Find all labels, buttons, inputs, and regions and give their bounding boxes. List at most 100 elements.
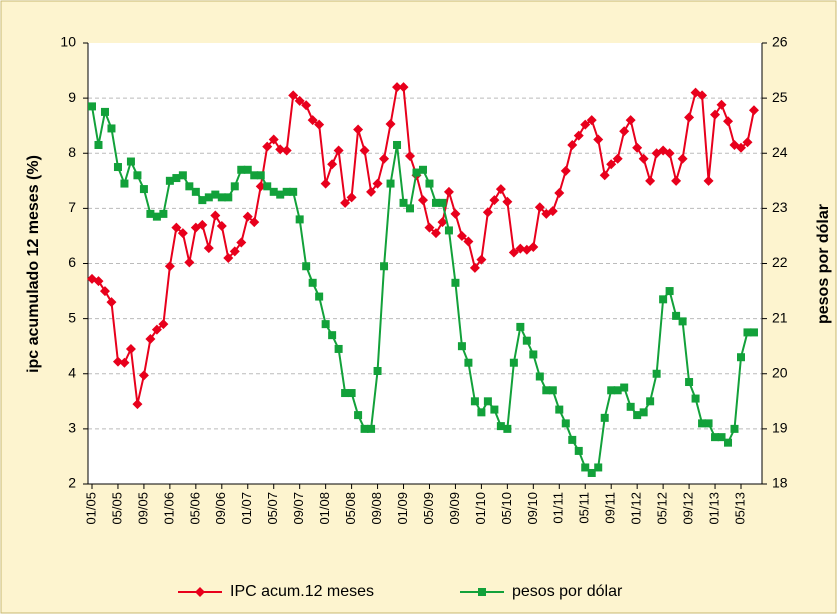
x-tick-label: 01/12 <box>629 492 644 525</box>
data-point <box>678 317 687 326</box>
data-point <box>710 109 721 120</box>
data-point <box>554 187 565 198</box>
data-point <box>736 142 746 153</box>
data-point <box>638 153 649 164</box>
data-point <box>93 276 104 287</box>
data-point <box>320 178 331 189</box>
data-point <box>646 397 655 406</box>
data-point <box>184 257 195 268</box>
data-point <box>126 157 135 166</box>
x-tick-label: 01/10 <box>473 492 488 525</box>
data-point <box>159 209 168 218</box>
x-tick-label: 09/08 <box>369 492 384 525</box>
data-point <box>379 153 390 164</box>
data-point <box>431 198 440 207</box>
y2-tick-label: 25 <box>772 89 788 105</box>
data-point <box>275 144 286 155</box>
x-tick-label: 05/10 <box>499 492 514 525</box>
data-point <box>613 386 622 395</box>
data-point <box>172 174 181 183</box>
x-tick-label: 09/05 <box>135 492 150 525</box>
data-point <box>359 145 370 156</box>
data-point <box>340 197 351 208</box>
data-point <box>276 190 285 199</box>
data-point <box>347 389 356 398</box>
data-point <box>327 159 338 170</box>
data-point <box>107 124 116 133</box>
data-point <box>119 357 130 368</box>
data-point <box>282 187 291 196</box>
data-point <box>185 182 194 191</box>
data-point <box>450 208 461 219</box>
data-point <box>716 99 727 110</box>
data-point <box>288 90 299 101</box>
data-point <box>659 295 668 304</box>
data-point <box>451 278 460 287</box>
x-tick-label: 09/12 <box>681 492 696 525</box>
data-point <box>224 193 233 202</box>
data-point <box>307 115 318 126</box>
data-point <box>503 424 512 433</box>
data-point <box>164 261 175 272</box>
x-tick-label: 01/08 <box>317 492 332 525</box>
y2-tick-label: 21 <box>772 309 788 325</box>
data-point <box>177 228 188 239</box>
data-point <box>152 212 161 221</box>
data-point <box>99 286 110 297</box>
data-point <box>561 419 570 428</box>
data-point <box>697 90 708 101</box>
data-point <box>178 171 187 180</box>
y-tick-label: 7 <box>68 199 76 215</box>
data-point <box>620 383 629 392</box>
x-tick-label: 09/06 <box>213 492 228 525</box>
data-point <box>600 413 609 422</box>
data-point <box>470 397 479 406</box>
data-point <box>333 145 344 156</box>
data-point <box>158 319 169 330</box>
data-point <box>672 311 681 320</box>
data-point <box>125 343 136 354</box>
y2-tick-label: 19 <box>772 420 788 436</box>
data-point <box>691 394 700 403</box>
data-point <box>308 278 317 287</box>
data-point <box>534 202 545 213</box>
data-point <box>372 178 383 189</box>
data-point <box>489 195 500 206</box>
x-tick-label: 05/06 <box>187 492 202 525</box>
data-point <box>547 206 558 217</box>
data-point <box>425 179 434 188</box>
data-point <box>573 130 584 141</box>
data-point <box>230 182 239 191</box>
data-point <box>112 356 123 367</box>
data-point <box>607 386 616 395</box>
data-point <box>132 399 143 410</box>
data-point <box>133 171 142 180</box>
data-point <box>457 342 466 351</box>
data-point <box>100 107 109 116</box>
y-tick-label: 2 <box>68 475 76 491</box>
data-point <box>120 179 129 188</box>
data-point <box>626 402 635 411</box>
data-point <box>216 221 227 232</box>
data-point <box>665 287 674 296</box>
data-point <box>567 139 578 150</box>
data-point <box>516 322 525 331</box>
y2-axis-title: pesos por dólar <box>815 204 832 324</box>
data-point <box>730 424 739 433</box>
data-point <box>580 119 591 130</box>
data-point <box>211 190 220 199</box>
data-point <box>464 358 473 367</box>
data-point <box>548 386 557 395</box>
data-point <box>685 378 694 387</box>
data-point <box>314 119 325 130</box>
data-point <box>574 446 583 455</box>
data-point <box>373 366 382 375</box>
data-point <box>392 82 403 93</box>
data-point <box>444 226 453 235</box>
data-point <box>502 196 513 207</box>
data-point <box>236 237 247 248</box>
data-point <box>555 405 564 414</box>
data-point <box>94 140 103 149</box>
y-tick-label: 10 <box>60 34 76 50</box>
